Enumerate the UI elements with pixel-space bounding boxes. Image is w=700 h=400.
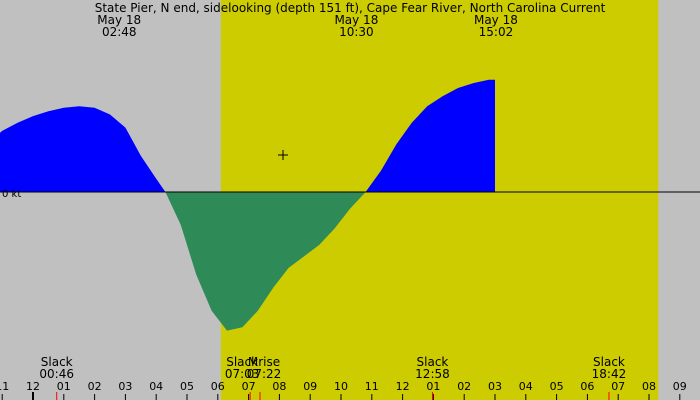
hour-tick-label-6: 05 <box>180 380 194 393</box>
bottom-label-time-0: 00:46 <box>39 367 74 381</box>
bottom-label-time-3: 12:58 <box>415 367 450 381</box>
top-label-date-0: May 18 <box>97 13 141 27</box>
hour-tick-label-1: 12 <box>26 380 40 393</box>
top-label-date-2: May 18 <box>474 13 518 27</box>
hour-ticks: 11 12 01 02 03 04 05 06 07 08 09 10 11 12 01 02 03 04 05 06… <box>0 380 687 400</box>
hour-tick-label-0: 11 <box>0 380 9 393</box>
bottom-label-time-2: 07:22 <box>247 367 282 381</box>
ebb-area-3 <box>165 192 366 331</box>
flood-area-4 <box>365 79 495 192</box>
hour-tick-label-22: 09 <box>673 380 687 393</box>
hour-tick-label-13: 12 <box>396 380 410 393</box>
hour-tick-label-4: 03 <box>118 380 132 393</box>
bottom-label-event-2: Mrise <box>248 355 280 369</box>
hour-tick-label-5: 04 <box>149 380 163 393</box>
hour-tick-label-16: 03 <box>488 380 502 393</box>
bottom-label-event-4: Slack <box>593 355 625 369</box>
hour-tick-label-19: 06 <box>580 380 594 393</box>
hour-tick-label-8: 07 <box>242 380 256 393</box>
bottom-label-time-1: 07:03 <box>225 367 260 381</box>
hour-tick-label-12: 11 <box>365 380 379 393</box>
hour-tick-label-2: 01 <box>57 380 71 393</box>
current-areas <box>0 79 495 331</box>
crosshair-cursor <box>278 150 288 160</box>
hour-tick-label-20: 07 <box>611 380 625 393</box>
bottom-label-event-1: Slack <box>226 355 258 369</box>
hour-tick-label-17: 04 <box>519 380 533 393</box>
hour-tick-label-15: 02 <box>457 380 471 393</box>
top-label-time-1: 10:30 <box>339 25 374 39</box>
hour-tick-label-18: 05 <box>550 380 564 393</box>
hour-tick-label-11: 10 <box>334 380 348 393</box>
chart-title: State Pier, N end, sidelooking (depth 15… <box>95 1 606 15</box>
hour-tick-label-7: 06 <box>211 380 225 393</box>
bottom-label-time-4: 18:42 <box>592 367 627 381</box>
top-label-time-0: 02:48 <box>102 25 137 39</box>
y-axis-label: 0 kt <box>2 189 21 200</box>
flood-area-2 <box>0 106 166 192</box>
bottom-labels: Slack00:46Slack07:03Mrise07:22Slack12:58… <box>39 355 626 381</box>
hour-tick-label-21: 08 <box>642 380 656 393</box>
top-label-time-2: 15:02 <box>479 25 514 39</box>
hour-tick-label-3: 02 <box>88 380 102 393</box>
top-label-date-1: May 18 <box>334 13 378 27</box>
bottom-label-event-0: Slack <box>41 355 73 369</box>
hour-tick-label-10: 09 <box>303 380 317 393</box>
hour-tick-label-14: 01 <box>426 380 440 393</box>
hour-tick-label-9: 08 <box>272 380 286 393</box>
bottom-label-event-3: Slack <box>417 355 449 369</box>
event-marks <box>32 392 610 400</box>
